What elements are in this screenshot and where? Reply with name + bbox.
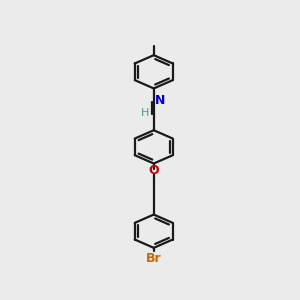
Text: H: H <box>141 107 149 118</box>
Text: O: O <box>148 164 159 177</box>
Text: N: N <box>155 94 165 107</box>
Text: Br: Br <box>146 252 162 265</box>
